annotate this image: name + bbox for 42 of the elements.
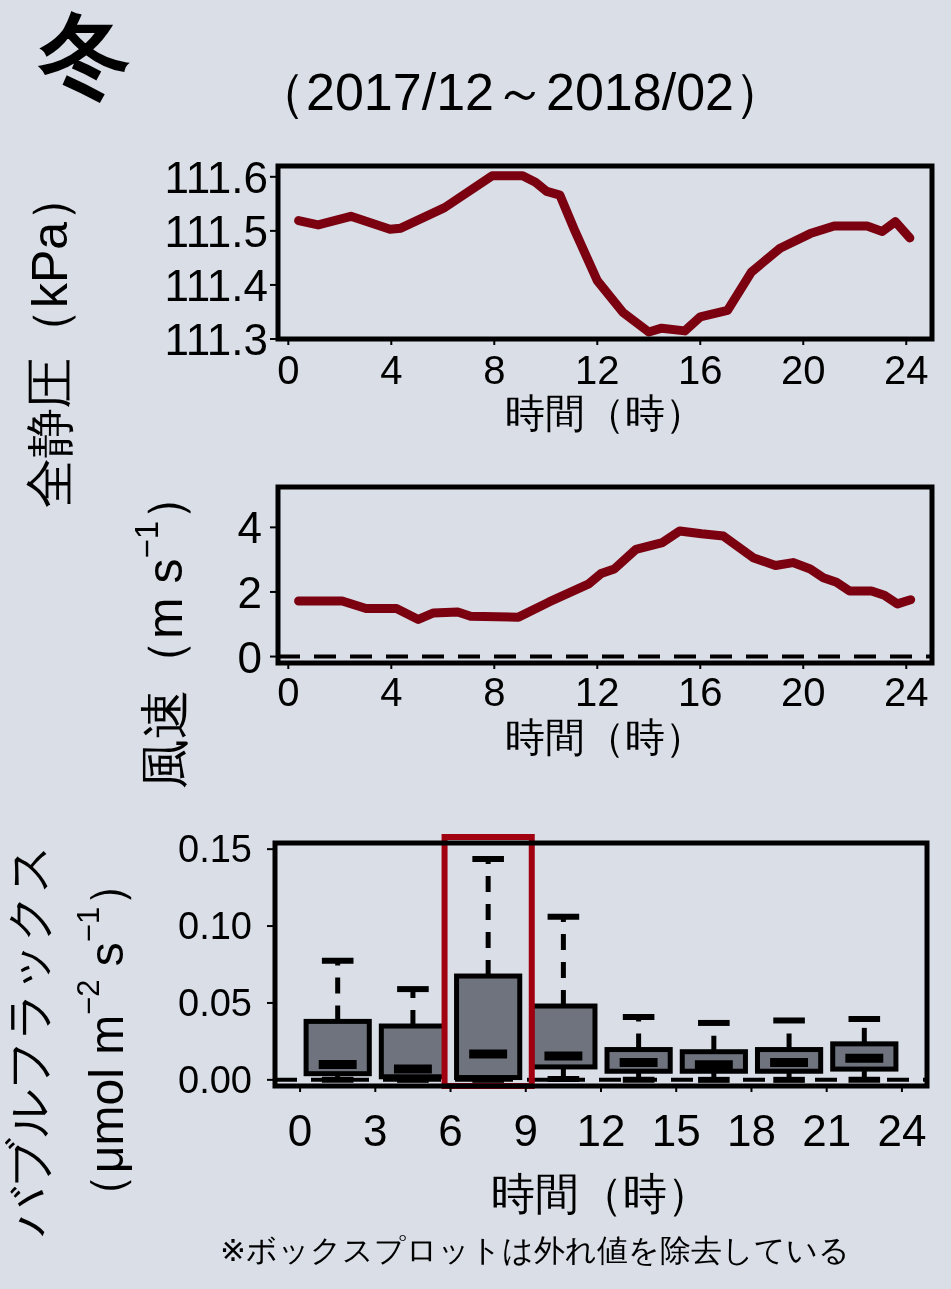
y-tick-label: 4 [237, 502, 262, 552]
y-tick-label: 0.15 [178, 828, 252, 871]
x-tick-label: 8 [483, 348, 506, 392]
x-tick-label: 3 [363, 1105, 388, 1155]
x-tick-label: 18 [726, 1105, 776, 1155]
text: ※ボックスプロットは外れ値を除去している [220, 1232, 850, 1268]
x-tick-label: 24 [884, 348, 929, 392]
x-tick-label: 9 [513, 1105, 539, 1155]
x-tick-label: 12 [576, 1105, 626, 1155]
chart-title: 冬 [37, 4, 131, 106]
x-tick-label: 0 [277, 348, 300, 392]
x-tick-label: 0 [287, 1105, 313, 1155]
y-tick-label: 111.3 [164, 314, 268, 364]
x-tick-label: 20 [781, 670, 826, 714]
x-tick-label: 4 [380, 348, 403, 392]
x-tick-label: 6 [438, 1105, 463, 1155]
y-tick-label: 0.05 [178, 981, 252, 1024]
x-tick-label: 20 [781, 348, 826, 392]
x-axis-title: 時間（時） [491, 1168, 711, 1218]
x-tick-label: 16 [678, 348, 723, 392]
y-tick-label: 0 [237, 632, 262, 682]
text: バブルフラックス [1, 844, 55, 1236]
x-tick-label: 12 [575, 670, 620, 714]
chart-subtitle: （2017/12～2018/02） [254, 63, 786, 121]
x-tick-label: 15 [651, 1105, 701, 1155]
x-axis-title: 時間（時） [505, 391, 705, 435]
y-tick-label: 0.00 [178, 1058, 252, 1101]
y-axis-title: 全静圧（kPa） [22, 171, 78, 509]
y-tick-label: 0.10 [178, 905, 252, 948]
x-tick-label: 21 [802, 1105, 852, 1155]
x-tick-label: 24 [884, 670, 929, 714]
x-axis-title: 時間（時） [505, 715, 705, 759]
x-tick-label: 4 [380, 670, 403, 714]
x-tick-label: 16 [678, 670, 723, 714]
x-tick-label: 0 [277, 670, 300, 714]
y-tick-label: 2 [237, 567, 262, 617]
y-tick-label: 111.4 [164, 260, 268, 310]
y-tick-label: 111.5 [164, 206, 268, 256]
y-tick-label: 111.6 [164, 152, 268, 202]
x-tick-label: 12 [575, 348, 620, 392]
x-tick-label: 8 [483, 670, 506, 714]
x-tick-label: 24 [877, 1105, 927, 1155]
